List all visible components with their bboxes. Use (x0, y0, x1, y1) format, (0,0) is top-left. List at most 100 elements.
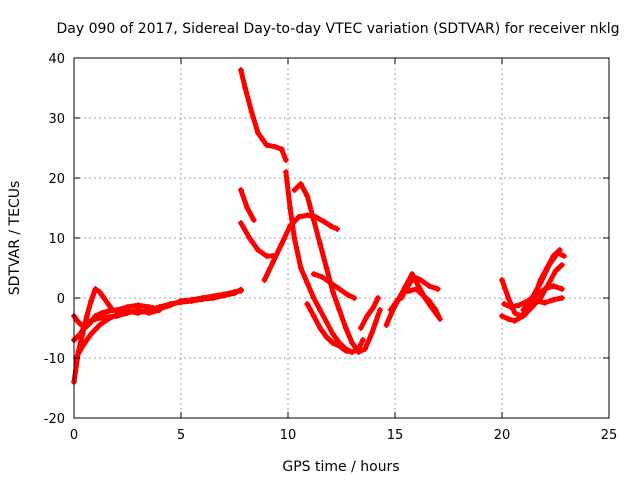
data-point (516, 302, 523, 309)
data-point (295, 214, 302, 220)
data-point (304, 301, 311, 307)
series-arc-18 (499, 262, 565, 324)
data-point (505, 316, 512, 322)
data-point (334, 226, 341, 232)
series-arc-4 (71, 307, 163, 343)
data-point (248, 109, 255, 115)
x-tick-label: 25 (601, 428, 618, 443)
data-point (349, 349, 356, 355)
data-point (237, 67, 244, 73)
data-point (88, 298, 95, 304)
series-trace (304, 301, 355, 355)
y-tick-label: -20 (44, 412, 65, 427)
data-point (92, 286, 99, 292)
data-point (336, 307, 343, 313)
data-point (368, 331, 375, 337)
series-trace (71, 307, 163, 343)
data-point (250, 217, 257, 223)
data-point (383, 322, 390, 328)
series-trace (73, 287, 244, 361)
series-arc-21 (533, 295, 565, 306)
data-point (103, 314, 110, 321)
data-point (511, 310, 518, 316)
series-arc-11 (310, 271, 358, 301)
x-tick-label: 0 (70, 428, 78, 443)
data-point (100, 295, 107, 301)
series-arc-16 (398, 274, 441, 301)
data-point (291, 187, 298, 193)
data-point (499, 313, 505, 319)
data-point (336, 286, 343, 292)
series-arc-10 (291, 181, 384, 355)
data-point (178, 299, 184, 306)
data-point (297, 265, 304, 271)
data-point (304, 193, 311, 199)
y-axis-label: SDTVAR / TECUs (7, 181, 23, 296)
data-point (394, 298, 401, 304)
series-trace (262, 212, 340, 283)
data-point (263, 253, 270, 259)
data-point (321, 218, 328, 225)
series-trace (238, 67, 289, 163)
data-point (537, 280, 544, 286)
data-point (501, 301, 508, 307)
data-point (317, 325, 324, 331)
data-point (310, 313, 317, 319)
data-point (310, 217, 317, 223)
series-trace (238, 220, 276, 259)
data-point (297, 181, 304, 187)
data-point (404, 283, 411, 289)
series-arc-9 (261, 212, 341, 283)
data-point (237, 220, 244, 226)
data-point (499, 277, 505, 283)
data-point (550, 296, 557, 303)
data-point (282, 157, 289, 163)
data-point (357, 325, 364, 331)
series-arc-7 (237, 187, 257, 223)
data-point (287, 205, 294, 211)
series-arc-15 (387, 286, 443, 322)
data-point (92, 316, 99, 322)
data-point (278, 241, 285, 247)
series-arc-13 (357, 295, 381, 331)
data-point (349, 340, 356, 346)
data-point (426, 283, 433, 289)
data-point (362, 346, 369, 352)
data-point (417, 277, 424, 283)
data-point (436, 316, 443, 322)
data-point (278, 146, 285, 153)
data-point (188, 298, 195, 304)
data-point (342, 325, 349, 331)
data-point (124, 310, 131, 316)
data-point (329, 331, 336, 337)
data-point (220, 292, 227, 299)
x-tick-label: 5 (177, 428, 185, 443)
data-point (528, 304, 535, 310)
data-point (75, 319, 82, 325)
data-point (558, 262, 565, 268)
data-point (210, 295, 217, 301)
data-point (546, 262, 553, 268)
x-tick-label: 10 (280, 428, 297, 443)
data-point (156, 307, 163, 313)
data-point (317, 307, 324, 313)
data-point (304, 212, 311, 219)
data-point (242, 85, 249, 91)
data-point (413, 286, 420, 292)
data-point (237, 187, 244, 193)
data-point (145, 310, 152, 316)
data-point (323, 319, 330, 325)
data-point (327, 280, 334, 286)
data-point (79, 343, 86, 349)
data-point (387, 307, 394, 313)
data-point (336, 343, 343, 349)
data-point (419, 292, 426, 298)
series-arc-8 (237, 220, 277, 259)
data-point (272, 143, 279, 150)
data-point (88, 331, 95, 337)
data-point (237, 286, 244, 293)
data-point (291, 235, 298, 241)
data-point (282, 169, 289, 175)
x-tick-label: 20 (494, 428, 511, 443)
